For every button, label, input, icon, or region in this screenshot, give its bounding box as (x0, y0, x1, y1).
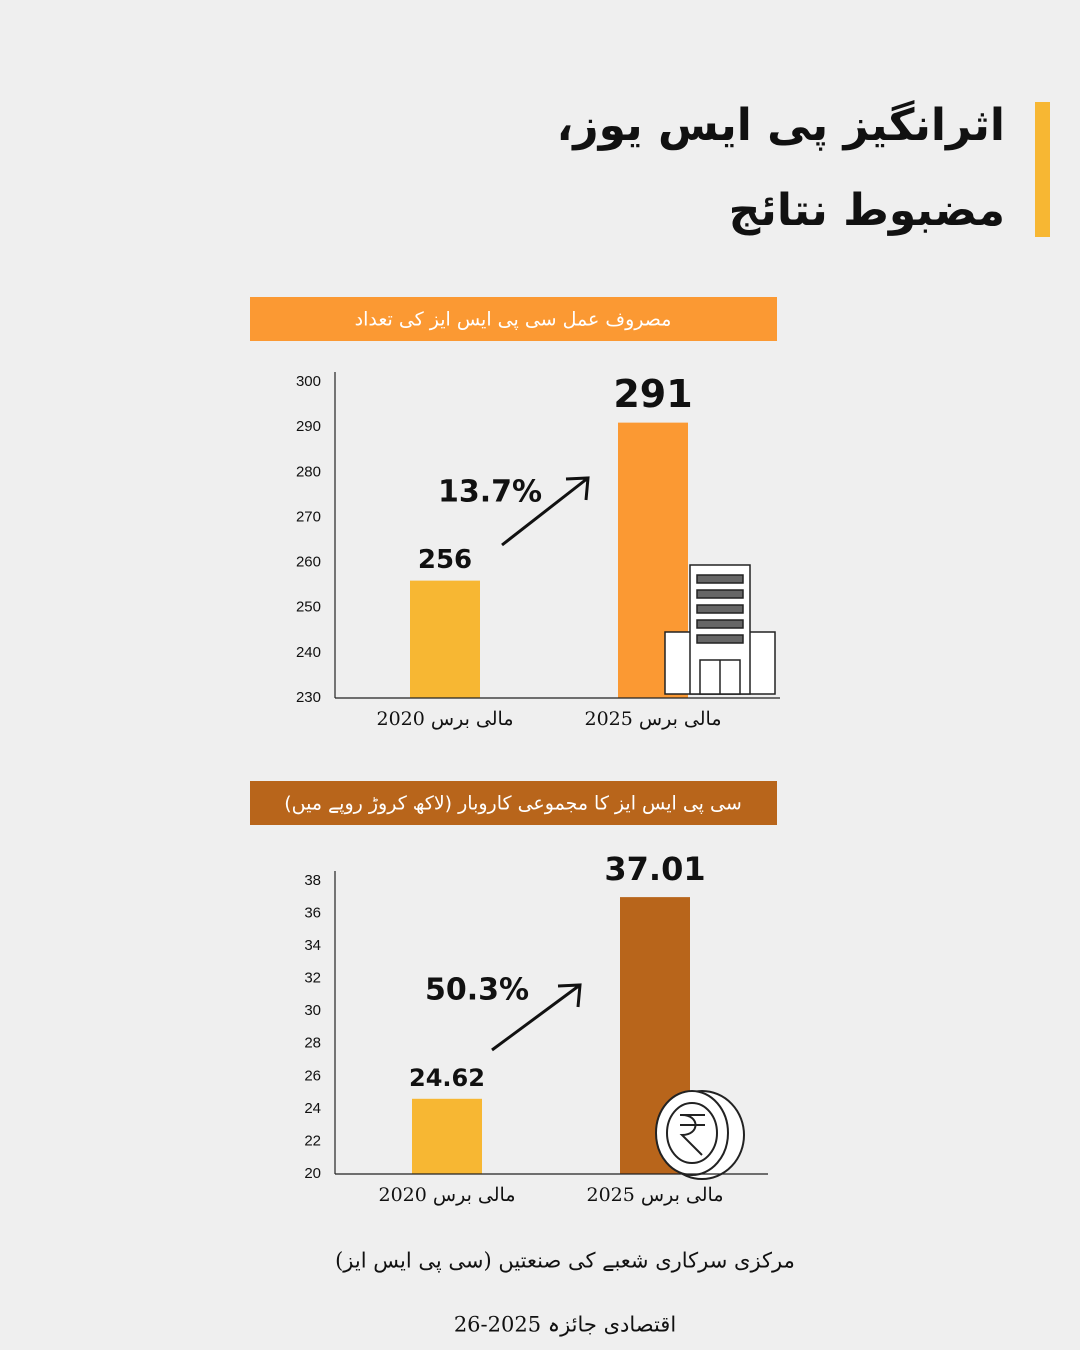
y-tick-label: 20 (304, 1165, 321, 1182)
growth-arrow (491, 983, 582, 1052)
y-tick-label: 22 (304, 1132, 321, 1149)
chart-title-band (250, 297, 777, 341)
y-tick-label: 38 (304, 872, 321, 889)
value-label: 37.01 (604, 850, 705, 888)
y-tick-label: 290 (296, 418, 321, 435)
y-tick-label: 280 (296, 463, 321, 480)
chart-title-band (250, 781, 777, 825)
chart-title: سی پی ایس ایز کا مجموعی کاروبار (لاکھ کر… (284, 793, 742, 815)
y-tick-label: 270 (296, 508, 321, 525)
title-line: اثرانگیز پی ایس یوز، (557, 99, 1005, 151)
y-tick-label: 300 (296, 373, 321, 390)
y-tick-label: 260 (296, 554, 321, 571)
value-label: 256 (418, 545, 472, 575)
y-tick-label: 250 (296, 599, 321, 616)
bar (412, 1098, 482, 1174)
x-tick-label: مالی برس 2020 (377, 708, 514, 730)
chart-title: مصروف عمل سی پی ایس ایز کی تعداد (355, 309, 672, 331)
y-tick-label: 26 (304, 1067, 321, 1084)
y-tick-label: 230 (296, 689, 321, 706)
y-tick-label: 28 (304, 1035, 321, 1052)
bar (410, 580, 480, 698)
coin-icon (655, 1090, 745, 1180)
footer-source: مرکزی سرکاری شعبے کی صنعتیں (سی پی ایس ا… (335, 1249, 795, 1274)
value-label: 24.62 (409, 1064, 485, 1092)
growth-annotation: 50.3% (425, 973, 529, 1008)
building-icon (664, 564, 776, 695)
x-tick-label: مالی برس 2020 (379, 1184, 516, 1206)
x-tick-label: مالی برس 2025 (587, 1184, 724, 1206)
value-label: 291 (613, 372, 692, 416)
y-tick-label: 24 (304, 1100, 321, 1117)
y-tick-label: 32 (304, 970, 321, 987)
y-tick-label: 36 (304, 905, 321, 922)
growth-annotation: 13.7% (438, 475, 542, 510)
y-tick-label: 34 (304, 937, 321, 954)
growth-arrow (501, 476, 590, 547)
title-line: مضبوط نتائج (729, 185, 1005, 236)
y-tick-label: 30 (304, 1002, 321, 1019)
accent-bar (1035, 102, 1050, 237)
footer-report: اقتصادی جائزہ 2025-26 (454, 1313, 676, 1338)
y-tick-label: 240 (296, 644, 321, 661)
x-tick-label: مالی برس 2025 (585, 708, 722, 730)
